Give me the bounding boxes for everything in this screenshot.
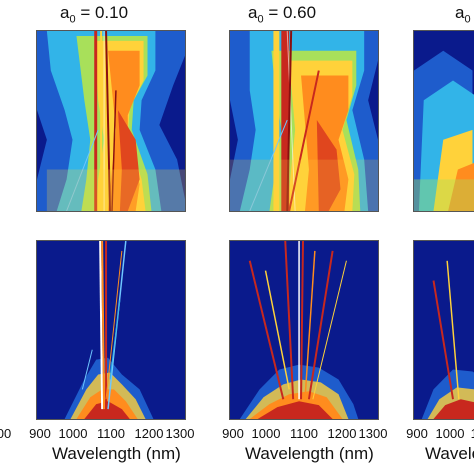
xtick-label: 1000 xyxy=(251,426,281,441)
xtick-label: 1300 xyxy=(358,426,388,441)
xtick-label: 900 xyxy=(406,426,428,441)
xtick-label: 900 xyxy=(222,426,244,441)
xtick-label: 900 xyxy=(29,426,51,441)
xlabel-3: Wavele xyxy=(425,444,474,463)
xtick-label: 1000 xyxy=(58,426,88,441)
xlabel-2: Wavelength (nm) xyxy=(245,444,374,463)
spectrogram-bottom-1 xyxy=(36,240,186,420)
xtick-label: 110 xyxy=(471,426,474,441)
xtick-label: 1100 xyxy=(97,426,125,441)
xtick-label: 1000 xyxy=(435,426,465,441)
spectrogram-top-1 xyxy=(36,30,186,212)
xtick-label: 1200 xyxy=(327,426,357,441)
spectrogram-bottom-3 xyxy=(413,240,474,420)
spectrogram-top-3 xyxy=(413,30,474,212)
spectrogram-bottom-2 xyxy=(229,240,379,420)
xtick-label: 1100 xyxy=(290,426,318,441)
xtick-label: 1300 xyxy=(165,426,195,441)
panel-title-2: a0 = 0.60 xyxy=(248,3,317,26)
xtick-label: 1200 xyxy=(134,426,164,441)
panel-title-1: a0 = 0.10 xyxy=(60,3,129,26)
spectrogram-top-2 xyxy=(229,30,379,212)
panel-title-3: a0 xyxy=(455,3,471,26)
xlabel-1: Wavelength (nm) xyxy=(52,444,181,463)
